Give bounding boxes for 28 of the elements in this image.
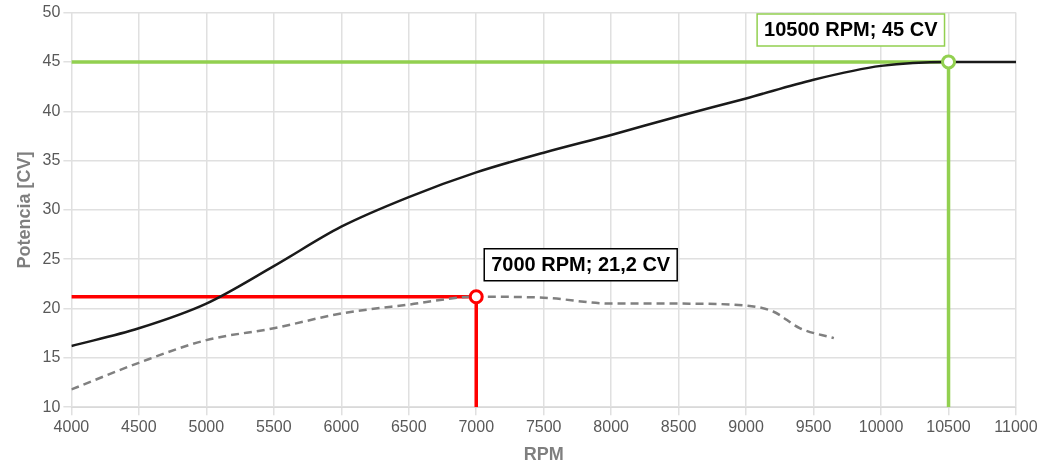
y-tick-label: 15 — [42, 348, 61, 366]
x-tick-label: 7500 — [525, 418, 562, 436]
y-tick-label: 45 — [42, 52, 61, 70]
x-tick-label: 4000 — [53, 418, 90, 436]
annotation: 7000 RPM; 21,2 CV — [491, 253, 671, 276]
y-axis-title: Potencia [CV] — [13, 151, 34, 269]
y-tick-label: 50 — [42, 3, 61, 21]
x-tick-label: 8000 — [593, 418, 630, 436]
x-tick-label: 8500 — [660, 418, 697, 436]
x-tick-label: 9500 — [795, 418, 832, 436]
y-tick-label: 35 — [42, 150, 61, 168]
x-tick-label: 9000 — [728, 418, 765, 436]
x-tick-label: 7000 — [458, 418, 495, 436]
y-tick-label: 10 — [42, 397, 61, 415]
x-tick-label: 6000 — [323, 418, 360, 436]
x-tick-label: 5000 — [188, 418, 225, 436]
x-tick-label: 10000 — [858, 418, 904, 436]
x-tick-label: 5500 — [256, 418, 292, 436]
y-tick-label: 40 — [42, 101, 61, 119]
y-tick-label: 20 — [42, 298, 61, 316]
x-tick-label: 11000 — [994, 418, 1038, 436]
x-tick-label: 4500 — [121, 418, 157, 436]
x-axis-title: RPM — [523, 444, 564, 465]
annotation: 10500 RPM; 45 CV — [764, 18, 939, 41]
x-tick-label: 6500 — [390, 418, 427, 436]
y-tick-label: 25 — [42, 249, 61, 267]
y-tick-label: 30 — [42, 200, 61, 218]
x-tick-label: 10500 — [926, 418, 971, 436]
